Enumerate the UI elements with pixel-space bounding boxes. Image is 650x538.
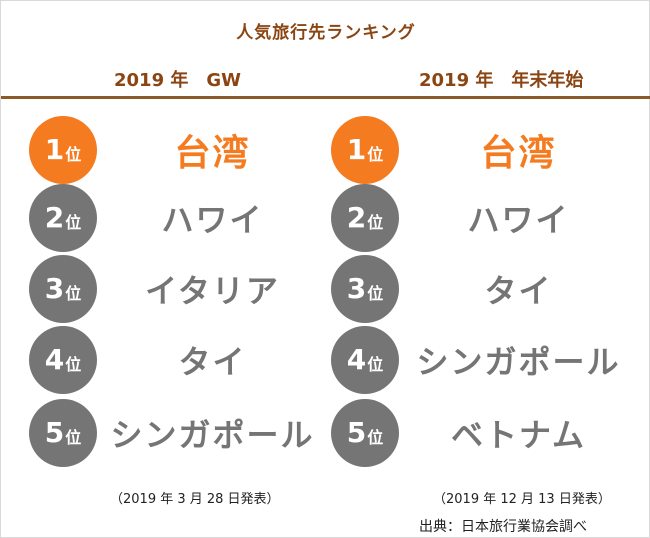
rank-number: 3	[346, 272, 367, 305]
destination-name: イタリア	[145, 272, 280, 310]
source-credit: 出典：日本旅行業協会調べ	[419, 519, 587, 535]
rank-number: 1	[346, 133, 367, 166]
destination-name: 台湾	[174, 133, 251, 174]
rank-unit: 位	[367, 284, 384, 303]
column-heading-year-end: 2019 年 年末年始	[419, 70, 584, 91]
rank-unit: 位	[367, 213, 384, 232]
rank-unit: 位	[65, 284, 82, 303]
rank-number: 4	[346, 343, 367, 376]
rank-unit: 位	[367, 428, 384, 447]
rank-unit: 位	[65, 428, 82, 447]
destination-name: ベトナム	[450, 416, 587, 454]
rank-unit: 位	[65, 355, 82, 374]
destination-name: ハワイ	[467, 201, 570, 239]
header-divider	[1, 96, 650, 99]
destination-name: シンガポール	[110, 416, 315, 454]
column-heading-gw: 2019 年 GW	[114, 70, 241, 91]
rank-number: 2	[44, 201, 65, 234]
announcement-date-year-end: （2019 年 12 月 13 日発表）	[433, 492, 611, 507]
destination-name: タイ	[484, 272, 553, 310]
rank-number: 1	[44, 133, 65, 166]
rank-number: 5	[44, 416, 65, 449]
rank-number: 5	[346, 416, 367, 449]
rank-unit: 位	[65, 213, 82, 232]
destination-name: タイ	[178, 343, 247, 381]
destination-name: ハワイ	[161, 201, 264, 239]
page-title: 人気旅行先ランキング	[236, 23, 416, 43]
rank-number: 2	[346, 201, 367, 234]
announcement-date-gw: （2019 年 3 月 28 日発表）	[110, 492, 280, 507]
rank-number: 4	[44, 343, 65, 376]
rank-unit: 位	[65, 145, 82, 164]
rank-unit: 位	[367, 355, 384, 374]
rank-unit: 位	[367, 145, 384, 164]
destination-name: 台湾	[480, 133, 557, 174]
destination-name: シンガポール	[416, 343, 621, 381]
rank-number: 3	[44, 272, 65, 305]
